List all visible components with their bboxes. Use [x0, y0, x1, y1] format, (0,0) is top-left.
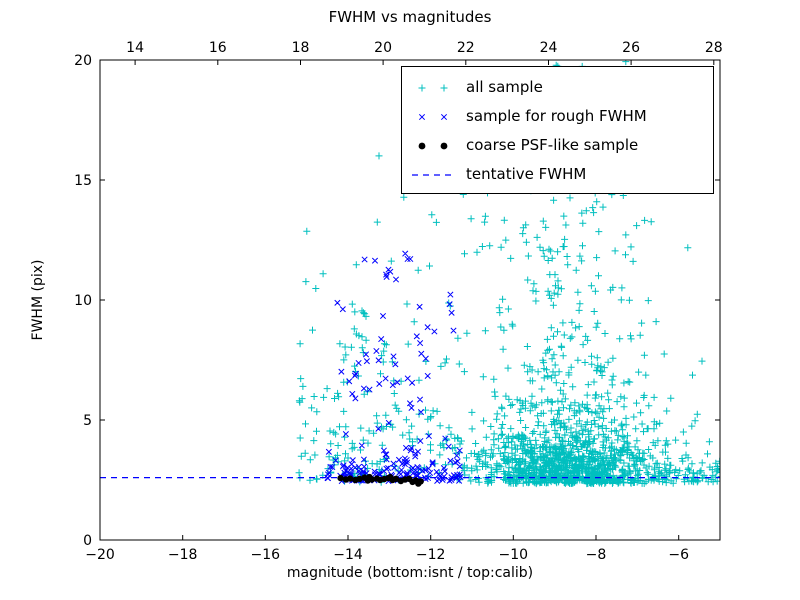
legend-entry: all sample	[410, 73, 713, 102]
legend-label: sample for rough FWHM	[466, 107, 647, 125]
svg-text:0: 0	[83, 533, 92, 549]
svg-text:14: 14	[126, 40, 144, 56]
svg-text:24: 24	[540, 40, 558, 56]
svg-text:−14: −14	[333, 547, 363, 563]
svg-text:−16: −16	[251, 547, 281, 563]
svg-text:10: 10	[74, 293, 92, 309]
legend-marker-x-icon	[418, 113, 448, 120]
legend-entry: coarse PSF-like sample	[410, 131, 713, 160]
svg-text:26: 26	[622, 40, 640, 56]
legend-label: coarse PSF-like sample	[466, 136, 639, 154]
svg-text:28: 28	[705, 40, 723, 56]
svg-text:−12: −12	[416, 547, 446, 563]
svg-text:−20: −20	[85, 547, 115, 563]
svg-text:18: 18	[292, 40, 310, 56]
legend: all sample sample for rough FWHM coarse …	[401, 66, 714, 194]
legend-marker-plus-icon	[418, 84, 448, 91]
svg-text:−10: −10	[499, 547, 529, 563]
svg-text:5: 5	[83, 413, 92, 429]
svg-text:22: 22	[457, 40, 475, 56]
legend-entry: tentative FWHM	[410, 160, 713, 189]
svg-text:−18: −18	[168, 547, 198, 563]
legend-entry: sample for rough FWHM	[410, 102, 713, 131]
svg-text:16: 16	[209, 40, 227, 56]
legend-marker-dot-icon	[418, 142, 448, 149]
svg-text:15: 15	[74, 173, 92, 189]
svg-text:20: 20	[374, 40, 392, 56]
svg-text:20: 20	[74, 53, 92, 69]
svg-text:−6: −6	[668, 547, 689, 563]
legend-label: tentative FWHM	[466, 165, 587, 183]
svg-text:−8: −8	[586, 547, 607, 563]
legend-marker-dashed-line-icon	[412, 173, 454, 176]
chart-title: FWHM vs magnitudes	[328, 8, 492, 26]
x-axis-label: magnitude (bottom:isnt / top:calib)	[286, 565, 534, 581]
legend-label: all sample	[466, 78, 543, 96]
